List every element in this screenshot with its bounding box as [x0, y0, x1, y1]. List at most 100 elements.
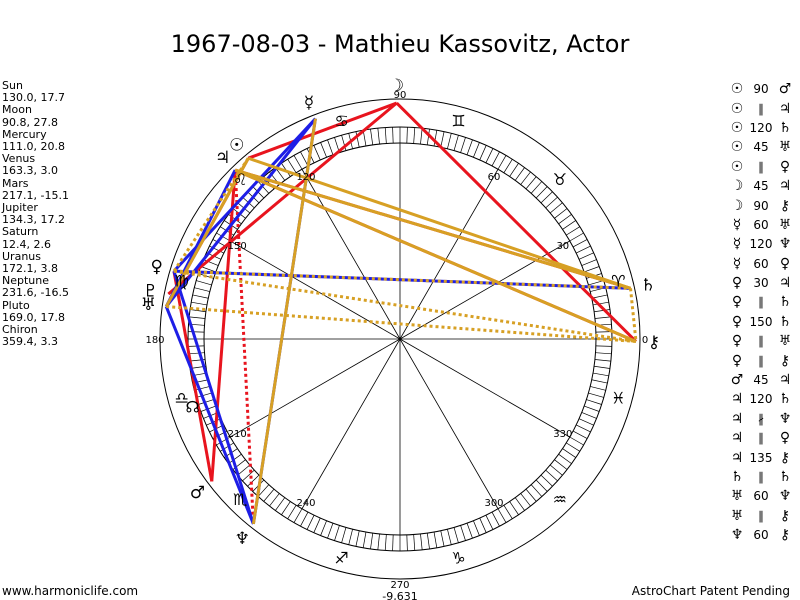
aspect-angle: 135	[749, 450, 773, 465]
aspect-planet-glyph: ♅	[730, 488, 744, 505]
degree-tick	[479, 517, 487, 533]
aspect-planet-glyph: ♀	[731, 294, 743, 311]
degree-tick	[263, 488, 275, 502]
aspect-planet-glyph: ⚷	[779, 527, 791, 544]
degree-tick	[591, 379, 608, 384]
planet-position-mercury: 111.0, 20.8	[2, 140, 65, 154]
zodiac-sign-glyph: ♈	[611, 272, 625, 291]
degree-tick	[188, 331, 205, 333]
aspect-angle: ∥	[758, 295, 764, 310]
sign-division-line	[301, 338, 401, 509]
aspect-row: ♄ ∥ ♄	[727, 468, 800, 487]
aspect-planet-glyph: ♀	[779, 158, 791, 175]
degree-tick	[473, 142, 480, 158]
zodiac-sign-glyph: ♐	[334, 548, 348, 567]
degree-tick	[413, 127, 416, 144]
degree-tick	[566, 442, 580, 452]
aspect-row: ☽ 45 ♃	[727, 177, 800, 196]
degree-tick	[562, 448, 576, 458]
degree-label: 270	[390, 580, 409, 591]
degree-tick	[453, 527, 459, 543]
degree-tick	[192, 294, 209, 299]
degree-tick	[491, 151, 500, 167]
zodiac-sign-glyph: ♊	[451, 112, 465, 131]
aspect-angle: ∥	[758, 101, 764, 116]
degree-tick	[592, 301, 609, 306]
degree-tick	[203, 259, 219, 266]
aspect-planet-glyph: ♀	[731, 352, 743, 369]
degree-tick	[460, 525, 466, 541]
aspect-planet-glyph: ☿	[732, 236, 742, 253]
degree-tick	[426, 129, 430, 145]
degree-tick	[466, 523, 473, 539]
aspect-planet-glyph: ♄	[778, 313, 792, 330]
degree-tick	[549, 464, 563, 476]
degree-tick	[479, 145, 487, 161]
aspect-angle: 45	[753, 140, 769, 155]
degree-tick	[194, 386, 210, 391]
degree-tick	[188, 352, 205, 355]
degree-label: 30	[556, 241, 569, 252]
aspect-planet-glyph: ♆	[730, 527, 744, 544]
aspect-row: ☿ 120 ♆	[727, 235, 800, 254]
degree-tick	[588, 280, 604, 286]
degree-label: 210	[228, 429, 247, 440]
degree-tick	[545, 469, 558, 482]
degree-tick	[509, 501, 519, 515]
degree-tick	[362, 130, 367, 147]
degree-tick	[327, 139, 334, 155]
zodiac-sign-glyph: ♒	[553, 490, 567, 509]
aspect-angle: ∥	[758, 508, 764, 523]
aspect-row: ☉ 45 ♅	[727, 138, 800, 157]
aspect-angle: ∥	[758, 431, 764, 446]
aspect-planet-glyph: ♀	[779, 255, 791, 272]
aspect-planet-glyph: ♃	[730, 410, 744, 427]
aspect-line	[233, 170, 255, 525]
degree-tick	[247, 474, 260, 487]
degree-tick	[228, 453, 242, 464]
degree-tick	[406, 534, 408, 551]
degree-tick	[503, 159, 513, 173]
planet-name-saturn: Saturn	[2, 225, 39, 239]
degree-tick	[306, 515, 315, 530]
planet-position-sun: 130.0, 17.7	[2, 91, 65, 105]
aspect-line	[247, 156, 631, 290]
aspect-row: ♀ ∥ ♅	[727, 332, 800, 351]
aspect-planet-glyph: ☉	[730, 100, 744, 117]
degree-tick	[581, 412, 597, 419]
degree-tick	[377, 128, 380, 145]
planet-glyph-mercury: ☿	[304, 93, 314, 113]
degree-tick	[320, 142, 327, 158]
degree-tick	[341, 527, 347, 543]
chart-title: 1967-08-03 - Mathieu Kassovitz, Actor	[170, 30, 630, 58]
degree-tick	[287, 505, 297, 519]
degree-tick	[594, 359, 611, 362]
planet-glyph-saturn: ♄	[640, 275, 655, 295]
degree-tick	[558, 453, 572, 464]
degree-tick	[384, 534, 387, 551]
degree-tick	[362, 531, 367, 548]
aspect-row: ♆ 60 ⚷	[727, 526, 800, 545]
degree-tick	[237, 464, 251, 476]
planet-glyph-mars: ♂	[190, 483, 205, 503]
degree-label: 120	[296, 172, 315, 183]
degree-tick	[594, 309, 610, 313]
degree-tick	[576, 424, 591, 433]
aspect-line	[172, 270, 255, 525]
aspect-angle: 45	[753, 373, 769, 388]
zodiac-sign-glyph: ♎	[175, 388, 189, 407]
outer-ring	[159, 98, 641, 580]
aspect-angle: 60	[753, 489, 769, 504]
planet-name-uranus: Uranus	[2, 249, 41, 263]
aspect-row: ♃ 120 ♄	[727, 390, 800, 409]
footer-website[interactable]: www.harmoniclife.com	[2, 584, 139, 598]
aspect-list: ☉ 90 ♂ ☉ ∥ ♃ ☉ 120 ♄ ☉ 45 ♅ ☉ ∥ ♀ ☽ 45 ♃ ☽ 90 ⚷ ☿ 60 ♅ ☿ 120 ♆ ☿ 60 ♀…	[727, 80, 800, 545]
degree-tick	[420, 128, 423, 145]
aspect-line	[164, 306, 255, 525]
degree-tick	[447, 529, 452, 545]
degree-tick	[562, 220, 576, 230]
sign-division-line	[399, 240, 570, 340]
sign-division-line	[230, 338, 401, 438]
degree-tick	[558, 214, 572, 225]
aspect-angle: 120	[749, 392, 773, 407]
